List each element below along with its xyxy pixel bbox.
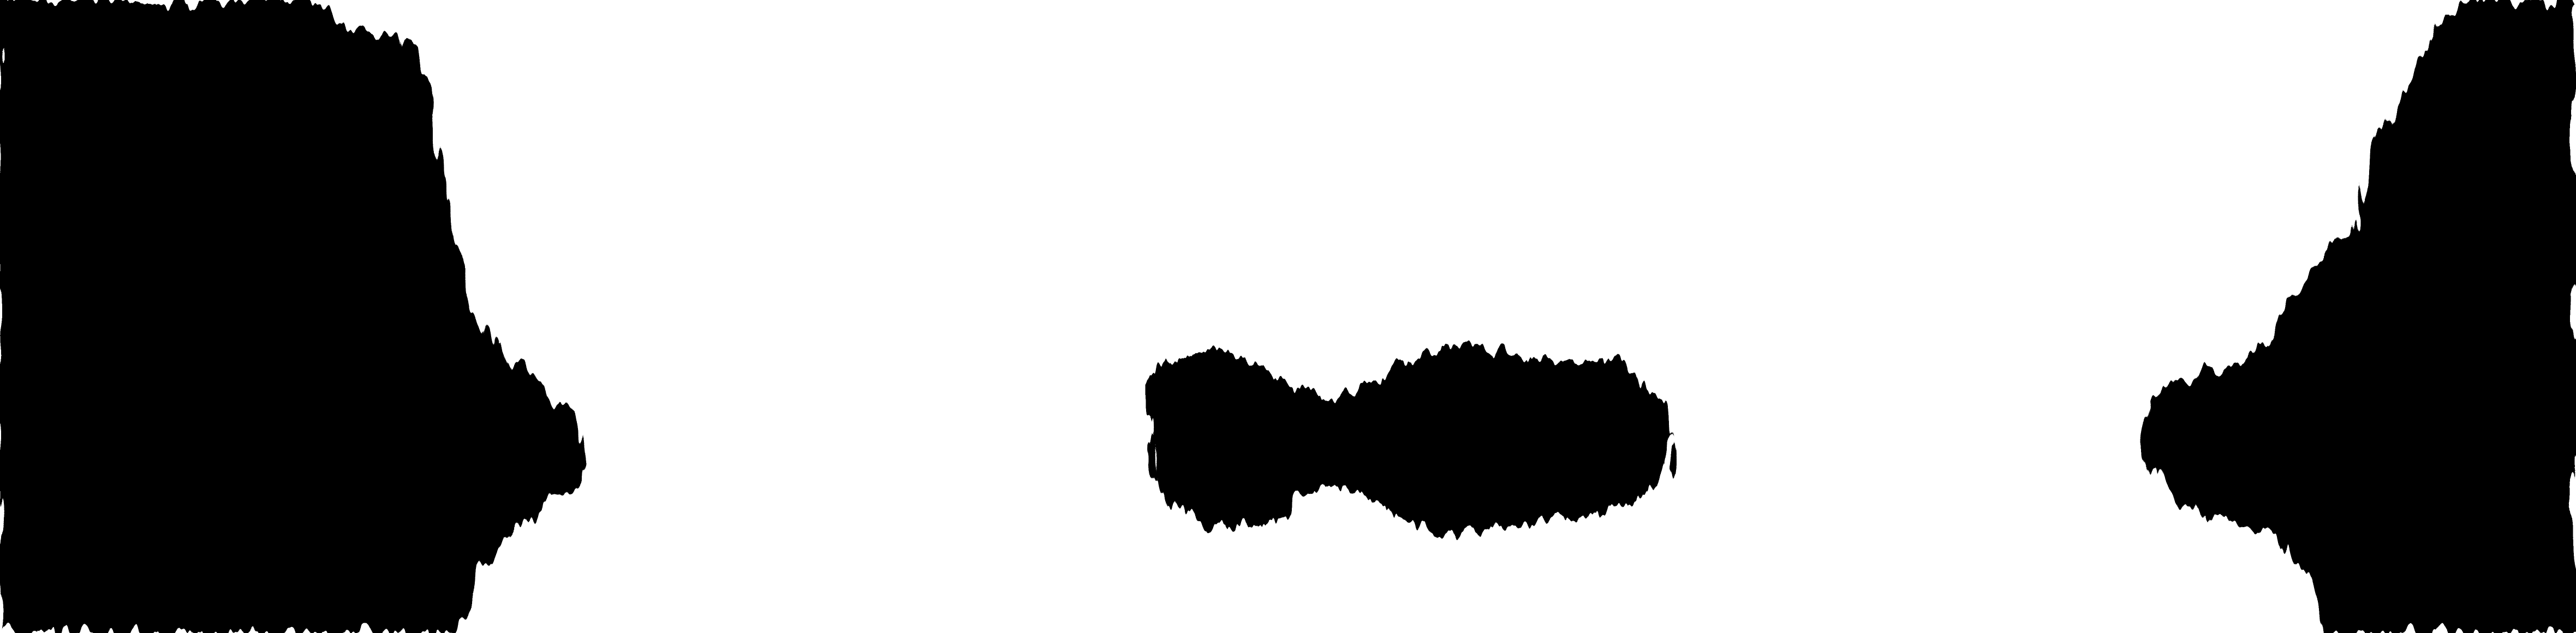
- left-ink-mass: [0, 0, 587, 633]
- center-ink-blot: [1146, 344, 1675, 535]
- right-ink-mass: [2145, 0, 2576, 633]
